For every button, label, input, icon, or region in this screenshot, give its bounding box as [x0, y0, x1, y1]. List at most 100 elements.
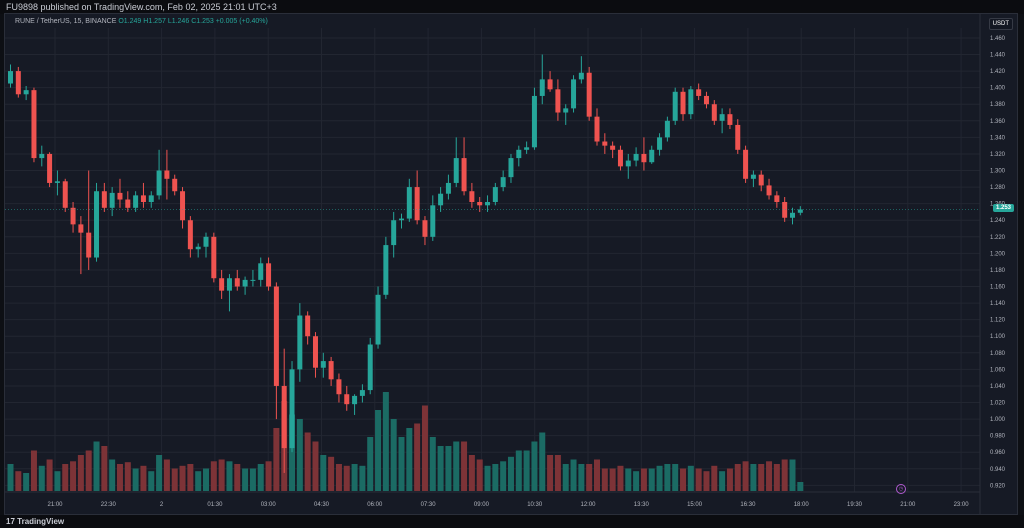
volume-bar — [249, 468, 256, 491]
candle-body — [625, 160, 631, 167]
price-tick-label: 1.200 — [990, 251, 1006, 257]
time-tick-label: 21:00 — [47, 502, 63, 508]
currency-button[interactable]: USDT — [988, 18, 1013, 30]
candle-body — [305, 315, 311, 337]
volume-bar — [38, 465, 45, 491]
price-tick-label: 0.980 — [990, 434, 1006, 440]
volume-bar — [664, 464, 671, 491]
candle-body — [790, 212, 795, 218]
volume-bar — [30, 450, 37, 491]
candle-body — [766, 185, 772, 196]
price-tick-label: 1.320 — [990, 152, 1006, 158]
time-tick-label: 03:00 — [261, 502, 277, 508]
volume-bar — [414, 423, 421, 491]
volume-bar — [445, 446, 452, 491]
candle-body — [547, 79, 553, 90]
price-tick-label: 1.080 — [990, 351, 1006, 357]
candle-body — [664, 120, 670, 138]
time-tick-label: 21:00 — [900, 502, 916, 508]
change-value: +0.005 (+0.40%) — [215, 18, 268, 25]
volume-bar — [461, 441, 468, 491]
candle-body — [359, 390, 365, 396]
candle-body — [438, 193, 444, 206]
candle-body — [15, 71, 21, 95]
volume-bar — [648, 468, 655, 491]
volume-bar — [789, 459, 796, 491]
volume-bar — [320, 455, 327, 491]
price-tick-label: 1.300 — [990, 169, 1006, 175]
volume-bar — [594, 459, 600, 491]
candle-body — [273, 286, 279, 386]
volume-bar — [507, 456, 514, 491]
volume-bar — [586, 464, 593, 491]
volume-bar — [382, 392, 389, 491]
candle-body — [367, 344, 373, 391]
price-tick-label: 1.000 — [990, 417, 1006, 423]
time-tick-label: 19:30 — [847, 502, 863, 508]
volume-bar — [672, 464, 679, 491]
volume-bar — [93, 441, 100, 491]
candle-body — [586, 72, 592, 117]
chart-panel[interactable]: 1.460 1.440 1.420 1.400 1.380 1.360 1.340 1.320… — [4, 13, 1019, 516]
candle-body — [219, 278, 225, 291]
candle-body — [242, 279, 248, 287]
time-tick-label: 04:30 — [314, 502, 330, 508]
volume-bar — [680, 468, 687, 491]
candle-body — [258, 263, 264, 280]
candle-body — [571, 79, 577, 109]
volume-bar — [554, 455, 561, 491]
volume-bar — [148, 471, 155, 491]
candle-body — [743, 149, 749, 179]
candle-body — [297, 315, 303, 370]
candle-body — [180, 191, 186, 221]
candle-body — [657, 137, 663, 150]
candle-body — [477, 202, 483, 206]
candle-body — [680, 91, 686, 115]
time-tick-label: 10:30 — [527, 502, 543, 508]
volume-bar — [273, 428, 280, 491]
candle-body — [469, 191, 475, 202]
volume-bar — [734, 464, 741, 491]
candlestick-chart[interactable]: 1.460 1.440 1.420 1.400 1.380 1.360 1.340 1.320… — [5, 14, 1019, 516]
volume-bar — [15, 471, 22, 491]
candle-body — [352, 395, 358, 405]
price-tick-label: 1.120 — [990, 318, 1006, 324]
price-tick-label: 1.140 — [990, 301, 1006, 307]
tradingview-logo[interactable]: 17 TradingView — [0, 517, 64, 526]
candle-body — [281, 385, 287, 449]
publish-text: FU9898 published on TradingView.com, Feb… — [6, 2, 277, 12]
timezone-icon[interactable]: ◷ — [896, 484, 906, 494]
volume-bar — [476, 459, 483, 491]
candle-body — [148, 195, 154, 202]
price-tick-label: 0.960 — [990, 450, 1006, 456]
price-tick-label: 1.280 — [990, 185, 1006, 191]
volume-bar — [124, 462, 131, 491]
candle-body — [485, 202, 491, 206]
volume-bar — [742, 461, 749, 491]
candle-body — [445, 182, 451, 194]
volume-bar — [156, 455, 163, 491]
candle-body — [8, 71, 13, 84]
candle-body — [610, 145, 616, 150]
volume-bar — [257, 464, 264, 491]
volume-bar — [101, 446, 108, 491]
volume-bar — [773, 464, 780, 491]
candle-body — [328, 361, 334, 380]
volume-bar — [578, 464, 585, 491]
candle-body — [688, 89, 694, 115]
volume-bar — [312, 441, 319, 491]
volume-bar — [625, 468, 632, 491]
candle-body — [524, 147, 530, 150]
open-value: O1.249 — [118, 18, 142, 25]
candle-body — [797, 209, 803, 213]
candle-body — [117, 192, 123, 200]
time-tick-label: 16:30 — [740, 502, 756, 508]
volume-bar — [656, 465, 663, 491]
candle-body — [578, 72, 584, 80]
volume-bar — [242, 468, 249, 491]
volume-bar — [304, 432, 311, 491]
volume-bar — [289, 414, 296, 491]
volume-bar — [226, 461, 233, 491]
candle-body — [391, 220, 397, 246]
candle-body — [774, 195, 780, 202]
